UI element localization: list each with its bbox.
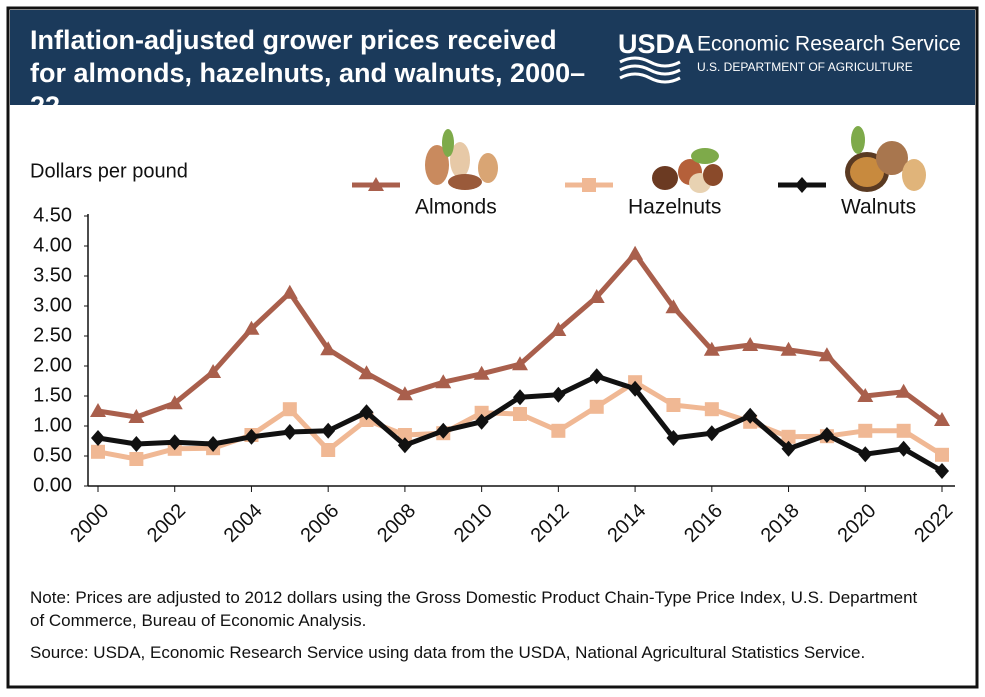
point: [282, 402, 297, 417]
legend-label: Hazelnuts: [628, 196, 721, 219]
point: [858, 423, 873, 438]
point: [513, 407, 527, 421]
point: [742, 337, 759, 351]
nut-icons: [425, 126, 926, 193]
point: [358, 365, 375, 380]
point: [781, 429, 796, 444]
y-tick-label: 1.50: [33, 384, 72, 406]
point: [359, 404, 374, 421]
point: [818, 347, 835, 362]
legend-label: Walnuts: [841, 196, 916, 219]
point: [819, 427, 834, 443]
legend-marker: [582, 178, 596, 192]
point: [91, 444, 105, 459]
point: [551, 423, 566, 438]
point: [857, 388, 874, 402]
point: [935, 447, 949, 462]
point: [474, 413, 489, 430]
point: [896, 440, 911, 457]
y-tick-label: 2.50: [33, 324, 72, 346]
point: [665, 299, 682, 314]
point: [704, 425, 719, 442]
point: [321, 443, 336, 457]
point: [589, 368, 604, 385]
note: Note: Prices are adjusted to 2012 dollar…: [30, 588, 918, 630]
point: [896, 423, 911, 438]
org-name: Economic Research Service: [697, 33, 961, 56]
point: [550, 322, 567, 336]
point: [321, 422, 336, 439]
point: [935, 463, 949, 479]
point: [666, 430, 681, 446]
y-axis-label: Dollars per pound: [30, 160, 188, 182]
point: [588, 289, 605, 303]
point: [858, 446, 873, 463]
point: [90, 403, 106, 417]
y-tick-label: 1.00: [33, 414, 72, 436]
point: [666, 398, 681, 412]
org-dept: U.S. DEPARTMENT OF AGRICULTURE: [697, 60, 913, 74]
point: [704, 402, 719, 417]
point: [167, 434, 182, 451]
point: [281, 284, 298, 299]
point: [512, 356, 528, 371]
point: [513, 389, 527, 406]
point: [781, 440, 796, 457]
point: [320, 341, 337, 356]
point: [780, 341, 797, 356]
point: [703, 341, 720, 356]
point: [473, 365, 490, 380]
point: [91, 430, 105, 446]
point: [129, 436, 144, 452]
point: [436, 422, 451, 439]
y-tick-label: 4.00: [33, 234, 72, 256]
point: [895, 383, 912, 398]
org-logo: USDA: [618, 29, 695, 59]
legend-label: Almonds: [415, 196, 497, 219]
point: [205, 364, 222, 378]
point: [934, 412, 950, 426]
y-tick-label: 3.50: [33, 264, 72, 286]
y-tick-label: 4.50: [33, 204, 72, 226]
point: [397, 428, 412, 442]
legend-marker: [795, 177, 809, 193]
point: [435, 374, 452, 389]
point: [589, 399, 604, 414]
point: [128, 409, 145, 423]
point: [129, 452, 144, 466]
y-tick-label: 3.00: [33, 294, 72, 316]
point: [397, 437, 412, 454]
point: [474, 405, 489, 420]
point: [396, 386, 413, 401]
point: [166, 395, 183, 410]
logo-waves: [619, 56, 681, 84]
point: [743, 407, 758, 424]
point: [627, 245, 644, 260]
frame: [6, 6, 979, 689]
y-tick-label: 2.00: [33, 354, 72, 376]
header-band: [10, 10, 975, 105]
point: [628, 380, 643, 397]
y-tick-label: 0.00: [33, 474, 72, 496]
chart-title: Inflation-adjusted grower prices receive…: [30, 25, 586, 121]
point: [243, 320, 260, 335]
source: Source: USDA, Economic Research Service …: [30, 643, 866, 662]
point: [551, 386, 566, 403]
legend-marker: [368, 177, 384, 191]
point: [282, 424, 297, 440]
y-tick-label: 0.50: [33, 444, 72, 466]
point: [206, 436, 221, 452]
point: [244, 428, 259, 445]
